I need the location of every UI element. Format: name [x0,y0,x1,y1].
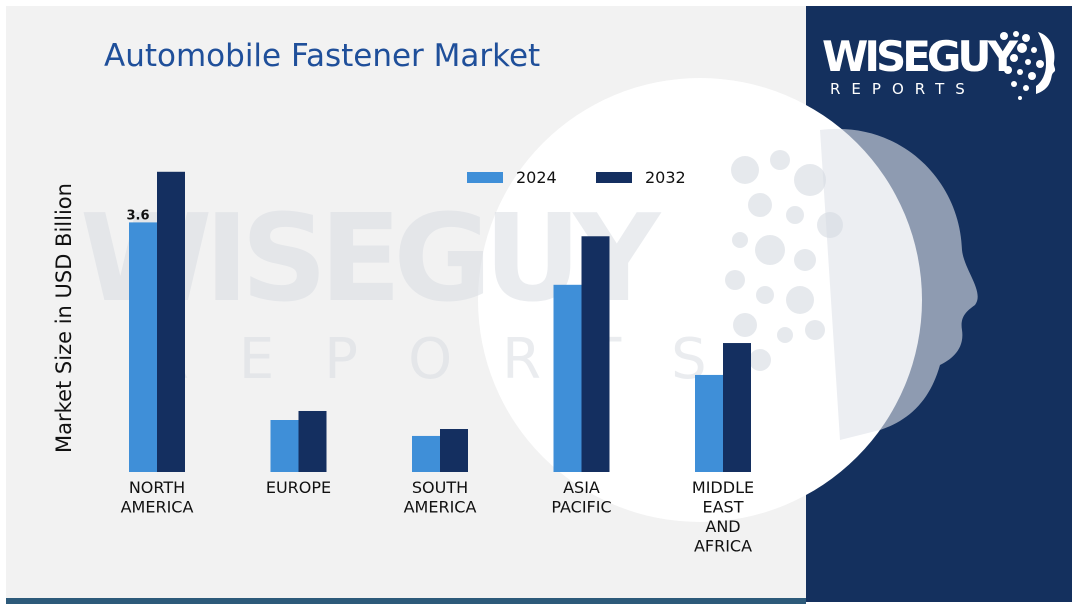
x-tick-label-line: MIDDLE [692,478,754,497]
bar-2032-3 [581,236,610,472]
bar-2024-4 [695,374,723,472]
bar-2024-1 [270,420,299,472]
bar-2024-0 [129,222,157,472]
bars-group [129,171,751,472]
x-tick-label-4: MIDDLE EAST AND AFRICA [692,478,754,556]
x-tick-label-line: ASIA [563,478,600,497]
watermark-dots [725,150,843,371]
x-tick-label-line: NORTH [129,478,185,497]
x-tick-label-line: SOUTH [412,478,468,497]
watermark-subtext: REPORTS [150,327,757,392]
bar-2024-3 [553,284,582,472]
bar-2032-4 [723,343,751,472]
wiseguy-logo: WISEGUY REPORTS [818,26,1058,116]
legend-label-2032: 2032 [645,168,686,187]
x-tick-label-line: PACIFIC [551,498,611,517]
bar-2032-0 [157,171,185,472]
x-tick-label-line: AND [705,517,740,536]
data-label-0: 3.6 [126,208,149,223]
logo-head-icon [999,31,1056,100]
head-silhouette-icon [820,128,978,440]
legend-swatch-2032 [596,172,632,183]
logo-sub-text: REPORTS [830,80,976,98]
x-tick-label-line: AFRICA [694,537,752,556]
x-tick-label-line: AMERICA [404,498,477,517]
legend: 2024 2032 [467,168,686,187]
x-tick-label-line: EUROPE [266,478,331,497]
bar-2032-2 [440,429,468,472]
legend-label-2024: 2024 [516,168,557,187]
legend-swatch-2024 [467,172,503,183]
x-tick-label-line: AMERICA [121,498,194,517]
bottom-strip [6,598,806,604]
y-axis-label: Market Size in USD Billion [52,183,76,453]
x-tick-label-0: NORTH AMERICA [121,478,194,517]
chart-title: Automobile Fastener Market [104,38,541,74]
x-tick-label-3: ASIA PACIFIC [551,478,611,517]
x-tick-label-line: EAST [703,498,744,517]
bar-2032-1 [298,410,327,472]
x-tick-label-2: SOUTH AMERICA [404,478,477,517]
bar-2024-2 [412,435,440,472]
data-labels: 3.6 [126,208,149,223]
logo-main-text: WISEGUY [822,32,1018,81]
x-tick-label-1: EUROPE [266,478,331,497]
